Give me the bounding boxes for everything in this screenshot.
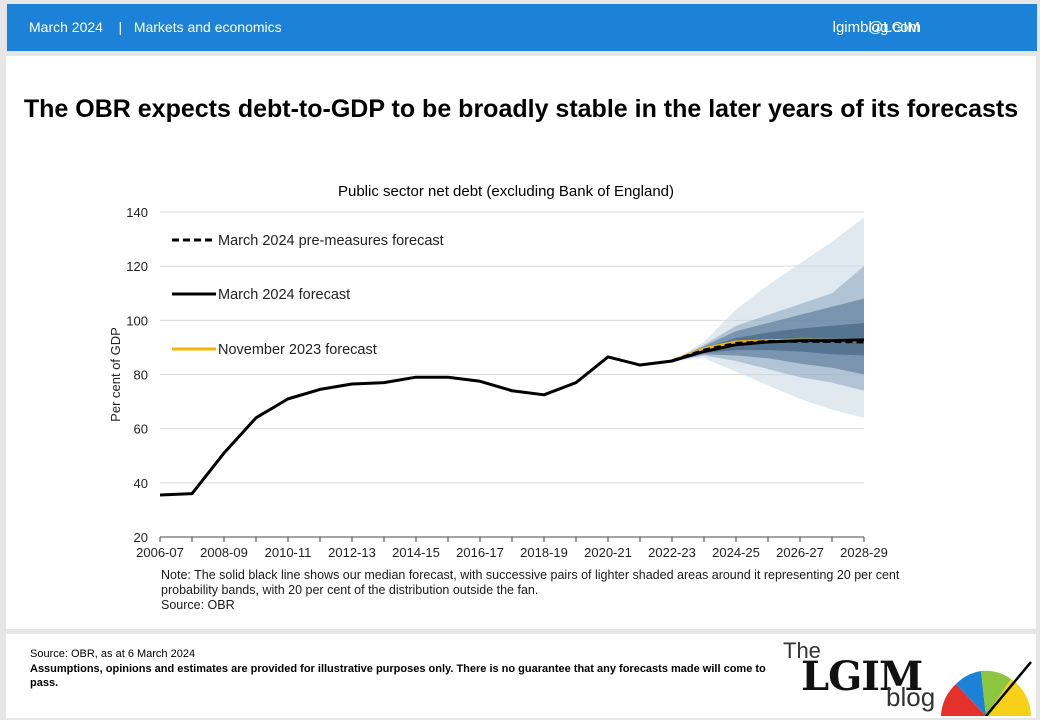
x-tick-label: 2016-17 <box>456 545 504 560</box>
x-tick-label: 2008-09 <box>200 545 248 560</box>
legend-label: November 2023 forecast <box>218 342 377 358</box>
chart-svg: 20 40 60 80 100 120 140 Per cent of GDP 2006-07 2… <box>108 205 888 560</box>
footer-source: Source: OBR, as at 6 March 2024 <box>30 648 196 660</box>
series-line <box>671 339 865 363</box>
x-tick-label: 2028-29 <box>840 545 888 560</box>
header-bar: March 2024 | Markets and economics lgimb… <box>7 4 1037 51</box>
y-tick-label: 40 <box>134 476 148 491</box>
footer-disclaimer: Assumptions, opinions and estimates are … <box>30 663 766 689</box>
logo-lgim: LGIM <box>801 653 923 700</box>
x-tick-label: 2010-11 <box>265 545 312 560</box>
header-section-link[interactable]: Markets and economics <box>133 19 282 35</box>
chart-note-source: Source: OBR <box>161 598 235 612</box>
y-tick-label: 60 <box>134 422 148 437</box>
legend-label: March 2024 pre-measures forecast <box>218 233 444 249</box>
x-tick-label: 2012-13 <box>328 545 376 560</box>
x-tick-label: 2018-19 <box>520 545 568 560</box>
x-tick-label: 2014-15 <box>392 545 440 560</box>
header-date: March 2024 <box>29 19 103 35</box>
y-tick-label: 20 <box>134 530 148 545</box>
y-tick-label: 100 <box>126 313 148 328</box>
legend-label: March 2024 forecast <box>218 287 350 303</box>
header-date-section: March 2024 | Markets and economics <box>29 19 282 35</box>
y-tick-label: 80 <box>134 368 148 383</box>
footer: Source: OBR, as at 6 March 2024 Assumpti… <box>6 634 1036 718</box>
logo-blog: blog <box>886 682 936 712</box>
site-link[interactable]: lgimblog.com <box>832 19 921 36</box>
chart-note: Note: The solid black line shows our med… <box>161 568 901 613</box>
x-tick-label: 2026-27 <box>776 545 824 560</box>
y-tick-label: 140 <box>126 205 148 220</box>
page-title: The OBR expects debt-to-GDP to be broadl… <box>23 95 1019 123</box>
chart-note-text: Note: The solid black line shows our med… <box>161 568 900 597</box>
x-tick-label: 2020-21 <box>584 545 632 560</box>
header-separator: | <box>118 19 123 35</box>
x-tick-label: 2022-23 <box>648 545 696 560</box>
chart-card: The OBR expects debt-to-GDP to be broadl… <box>6 56 1036 629</box>
logo-the: The <box>783 638 821 663</box>
x-tick-label: 2024-25 <box>712 545 760 560</box>
twitter-handle-link[interactable]: @LGIM <box>868 19 920 36</box>
umbrella-logo-icon <box>941 661 1032 716</box>
y-tick-label: 120 <box>126 259 148 274</box>
chart-subtitle: Public sector net debt (excluding Bank o… <box>337 183 675 200</box>
y-axis-label: Per cent of GDP <box>108 327 123 422</box>
x-tick-label: 2006-07 <box>136 545 184 560</box>
